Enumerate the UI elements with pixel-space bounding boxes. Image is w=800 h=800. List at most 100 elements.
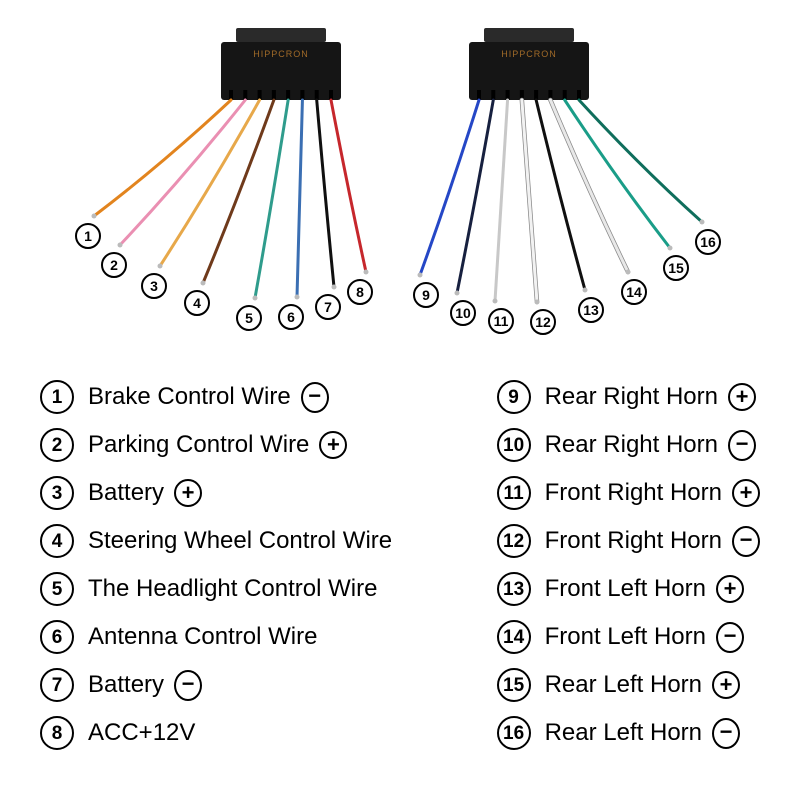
wire-7	[317, 100, 334, 287]
legend-badge-1: 1	[40, 380, 74, 414]
legend-label-16: Rear Left Horn	[545, 721, 702, 745]
legend-badge-15: 15	[497, 668, 531, 702]
wiring-diagram: HIPPCRONHIPPCRON12345678910111213141516	[0, 0, 800, 360]
legend-polarity-13: +	[716, 575, 744, 603]
legend-label-1: Brake Control Wire	[88, 385, 291, 409]
legend-label-14: Front Left Horn	[545, 625, 706, 649]
legend-label-9: Rear Right Horn	[545, 385, 718, 409]
legend-polarity-7: −	[174, 670, 202, 701]
legend-label-15: Rear Left Horn	[545, 673, 702, 697]
connector-top	[484, 28, 574, 42]
wire-5	[255, 100, 288, 298]
legend-polarity-12: −	[732, 526, 760, 557]
legend-badge-13: 13	[497, 572, 531, 606]
svg-text:11: 11	[494, 313, 509, 329]
wire-badge-5: 5	[237, 306, 261, 330]
legend-polarity-9: +	[728, 383, 756, 411]
legend-row-14: 14 Front Left Horn−	[497, 620, 760, 654]
svg-text:10: 10	[455, 305, 471, 321]
wire-badge-6: 6	[279, 305, 303, 329]
wire-badge-8: 8	[348, 280, 372, 304]
legend-column-left: 1Brake Control Wire−2Parking Control Wir…	[40, 380, 392, 764]
legend-polarity-1: −	[301, 382, 329, 413]
svg-text:1: 1	[84, 228, 92, 244]
legend-label-6: Antenna Control Wire	[88, 625, 317, 649]
legend-label-8: ACC+12V	[88, 721, 195, 745]
legend-badge-14: 14	[497, 620, 531, 654]
legend-polarity-15: +	[712, 671, 740, 699]
svg-text:4: 4	[193, 295, 201, 311]
wire-badge-13: 13	[579, 298, 603, 322]
page: { "diagram": { "background_color": "#fff…	[0, 0, 800, 800]
legend: 1Brake Control Wire−2Parking Control Wir…	[40, 380, 760, 764]
legend-row-11: 11Front Right Horn+	[497, 476, 760, 510]
svg-text:8: 8	[356, 284, 364, 300]
legend-row-12: 12 Front Right Horn−	[497, 524, 760, 558]
legend-polarity-3: +	[174, 479, 202, 507]
legend-row-7: 7 Battery−	[40, 668, 392, 702]
legend-polarity-16: −	[712, 718, 740, 749]
legend-badge-10: 10	[497, 428, 531, 462]
wire-6	[297, 100, 302, 297]
legend-badge-2: 2	[40, 428, 74, 462]
legend-row-2: 2 Parking Control Wire +	[40, 428, 392, 462]
wire-badge-7: 7	[316, 295, 340, 319]
svg-text:5: 5	[245, 310, 253, 326]
legend-label-12: Front Right Horn	[545, 529, 722, 553]
legend-badge-6: 6	[40, 620, 74, 654]
legend-badge-12: 12	[497, 524, 531, 558]
legend-row-6: 6 Antenna Control Wire	[40, 620, 392, 654]
legend-polarity-10: −	[728, 430, 756, 461]
svg-text:15: 15	[668, 260, 684, 276]
legend-label-4: Steering Wheel Control Wire	[88, 529, 392, 553]
legend-badge-5: 5	[40, 572, 74, 606]
legend-row-16: 16 Rear Left Horn−	[497, 716, 760, 750]
legend-badge-3: 3	[40, 476, 74, 510]
wire-badge-1: 1	[76, 224, 100, 248]
legend-row-5: 5 The Headlight Control Wire	[40, 572, 392, 606]
legend-badge-8: 8	[40, 716, 74, 750]
svg-text:2: 2	[110, 257, 118, 273]
svg-text:6: 6	[287, 309, 295, 325]
legend-row-4: 4 Steering Wheel Control Wire	[40, 524, 392, 558]
wire-badge-15: 15	[664, 256, 688, 280]
legend-label-10: Rear Right Horn	[545, 433, 718, 457]
wire-10	[457, 100, 493, 293]
wire-badge-14: 14	[622, 280, 646, 304]
legend-badge-7: 7	[40, 668, 74, 702]
legend-label-3: Battery	[88, 481, 164, 505]
wire-12	[522, 100, 537, 302]
svg-text:9: 9	[422, 287, 430, 303]
legend-row-10: 10 Rear Right Horn−	[497, 428, 760, 462]
svg-text:12: 12	[535, 314, 551, 330]
legend-polarity-2: +	[319, 431, 347, 459]
wire-badge-3: 3	[142, 274, 166, 298]
wire-badge-9: 9	[414, 283, 438, 307]
legend-row-13: 13Front Left Horn+	[497, 572, 760, 606]
connector-label: HIPPCRON	[253, 49, 309, 59]
legend-polarity-14: −	[716, 622, 744, 653]
connector-top	[236, 28, 326, 42]
legend-badge-4: 4	[40, 524, 74, 558]
legend-row-3: 3 Battery +	[40, 476, 392, 510]
connector-label: HIPPCRON	[501, 49, 557, 59]
legend-column-right: 9Rear Right Horn+10Rear Right Horn−11Fro…	[497, 380, 760, 764]
legend-badge-16: 16	[497, 716, 531, 750]
svg-text:16: 16	[700, 234, 716, 250]
legend-label-5: The Headlight Control Wire	[88, 577, 377, 601]
legend-label-11: Front Right Horn	[545, 481, 722, 505]
legend-row-15: 15 Rear Left Horn +	[497, 668, 760, 702]
wire-11	[495, 100, 508, 301]
legend-badge-9: 9	[497, 380, 531, 414]
wire-badge-10: 10	[451, 301, 475, 325]
wire-badge-4: 4	[185, 291, 209, 315]
wire-14	[550, 100, 628, 272]
legend-label-2: Parking Control Wire	[88, 433, 309, 457]
svg-text:3: 3	[150, 278, 158, 294]
wire-badge-16: 16	[696, 230, 720, 254]
legend-row-9: 9 Rear Right Horn +	[497, 380, 760, 414]
svg-text:14: 14	[626, 284, 642, 300]
legend-label-7: Battery	[88, 673, 164, 697]
legend-row-8: 8 ACC+12V	[40, 716, 392, 750]
wire-badge-11: 11	[489, 309, 513, 333]
